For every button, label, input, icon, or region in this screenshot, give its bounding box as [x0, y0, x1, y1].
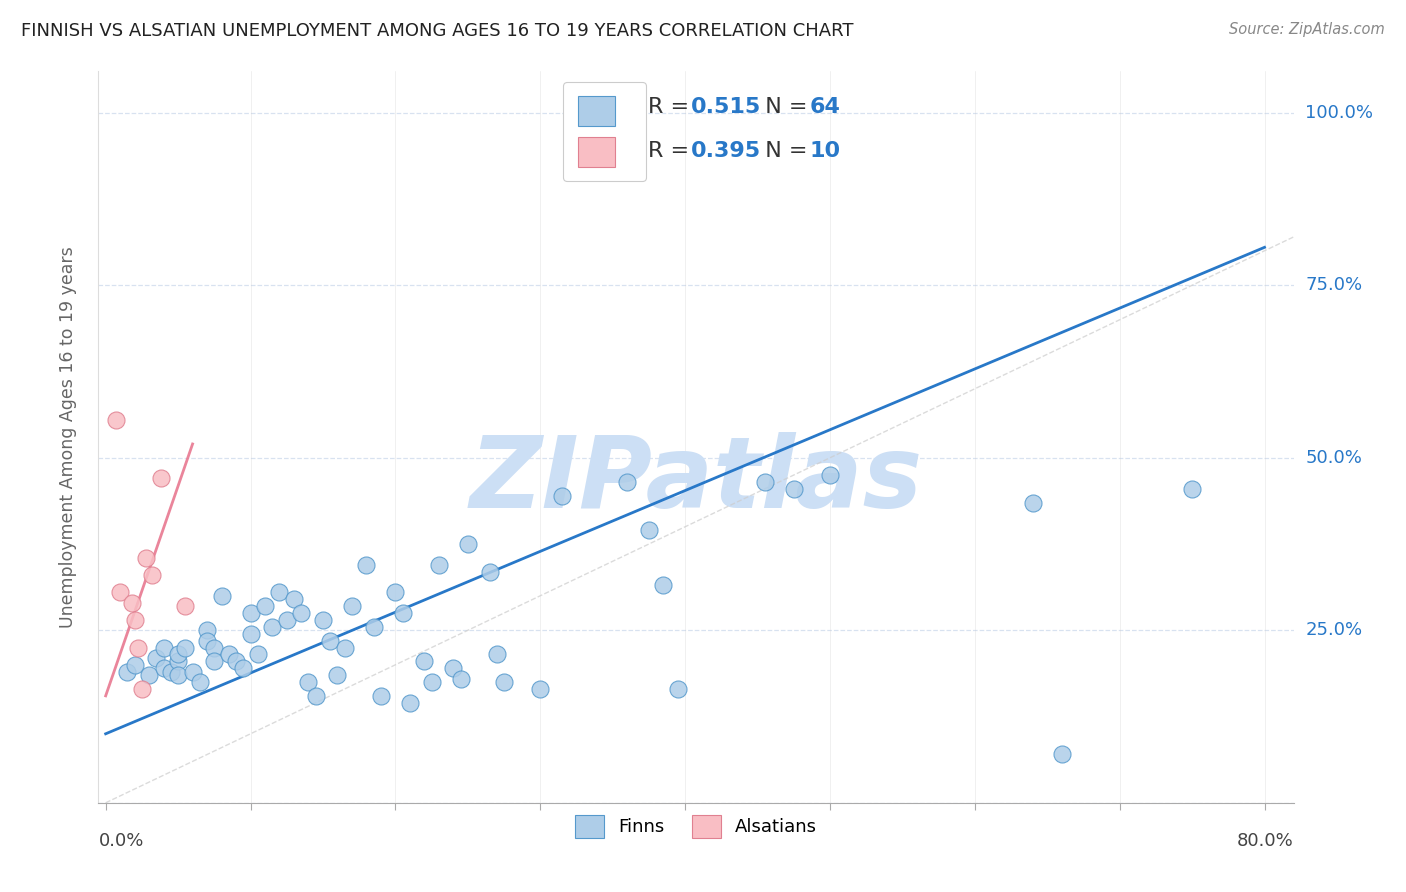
Text: 0.0%: 0.0%	[98, 832, 143, 850]
Text: 0.395: 0.395	[692, 141, 761, 161]
Y-axis label: Unemployment Among Ages 16 to 19 years: Unemployment Among Ages 16 to 19 years	[59, 246, 77, 628]
Point	[754, 475, 776, 489]
Point	[818, 468, 841, 483]
Point	[333, 640, 356, 655]
Point	[246, 648, 269, 662]
Point	[356, 558, 378, 572]
Point	[211, 589, 233, 603]
Point	[616, 475, 638, 489]
Legend: Finns, Alsatians: Finns, Alsatians	[568, 807, 824, 845]
Point	[399, 696, 422, 710]
Point	[225, 654, 247, 668]
Text: 10: 10	[810, 141, 841, 161]
Point	[202, 654, 225, 668]
Point	[239, 626, 262, 640]
Text: R =: R =	[648, 141, 696, 161]
Point	[174, 640, 197, 655]
Point	[276, 613, 298, 627]
Point	[145, 651, 167, 665]
Point	[135, 550, 157, 565]
Point	[181, 665, 204, 679]
Point	[391, 606, 413, 620]
Text: FINNISH VS ALSATIAN UNEMPLOYMENT AMONG AGES 16 TO 19 YEARS CORRELATION CHART: FINNISH VS ALSATIAN UNEMPLOYMENT AMONG A…	[21, 22, 853, 40]
Point	[138, 668, 160, 682]
Point	[104, 413, 127, 427]
Point	[232, 661, 254, 675]
Point	[290, 606, 312, 620]
Point	[188, 675, 211, 690]
Text: 80.0%: 80.0%	[1237, 832, 1294, 850]
Text: 64: 64	[810, 97, 841, 117]
Text: 100.0%: 100.0%	[1306, 103, 1374, 122]
Point	[783, 482, 806, 496]
Point	[492, 675, 515, 690]
Point	[427, 558, 450, 572]
Point	[218, 648, 240, 662]
Text: Source: ZipAtlas.com: Source: ZipAtlas.com	[1229, 22, 1385, 37]
Point	[1022, 495, 1045, 509]
Point	[127, 640, 149, 655]
Point	[420, 675, 443, 690]
Point	[131, 681, 153, 696]
Point	[108, 585, 131, 599]
Point	[269, 585, 291, 599]
Point	[363, 620, 385, 634]
Point	[305, 689, 328, 703]
Point	[457, 537, 479, 551]
Point	[283, 592, 305, 607]
Point	[638, 523, 661, 537]
Point	[478, 565, 501, 579]
Point	[167, 654, 190, 668]
Point	[1050, 747, 1073, 762]
Point	[174, 599, 197, 614]
Text: N =: N =	[751, 141, 814, 161]
Point	[117, 665, 139, 679]
Point	[551, 489, 574, 503]
Point	[529, 681, 551, 696]
Point	[666, 681, 689, 696]
Point	[370, 689, 392, 703]
Point	[239, 606, 262, 620]
Point	[413, 654, 436, 668]
Text: N =: N =	[751, 97, 814, 117]
Text: 0.515: 0.515	[692, 97, 762, 117]
Point	[340, 599, 363, 614]
Text: 75.0%: 75.0%	[1306, 277, 1362, 294]
Point	[152, 661, 174, 675]
Point	[652, 578, 675, 592]
Point	[124, 613, 146, 627]
Point	[441, 661, 464, 675]
Point	[195, 633, 218, 648]
Point	[124, 657, 146, 672]
Point	[262, 620, 284, 634]
Point	[450, 672, 472, 686]
Point	[202, 640, 225, 655]
Point	[297, 675, 319, 690]
Point	[253, 599, 276, 614]
Point	[1181, 482, 1204, 496]
Point	[149, 471, 172, 485]
Point	[167, 648, 190, 662]
Point	[160, 665, 183, 679]
Text: 25.0%: 25.0%	[1306, 622, 1362, 640]
Point	[485, 648, 508, 662]
Point	[167, 668, 190, 682]
Text: R =: R =	[648, 97, 696, 117]
Point	[319, 633, 342, 648]
Text: ZIPatlas: ZIPatlas	[470, 433, 922, 530]
Point	[326, 668, 349, 682]
Text: 50.0%: 50.0%	[1306, 449, 1362, 467]
Point	[141, 568, 163, 582]
Point	[195, 624, 218, 638]
Point	[384, 585, 406, 599]
Point	[152, 640, 174, 655]
Point	[312, 613, 335, 627]
Point	[121, 596, 143, 610]
